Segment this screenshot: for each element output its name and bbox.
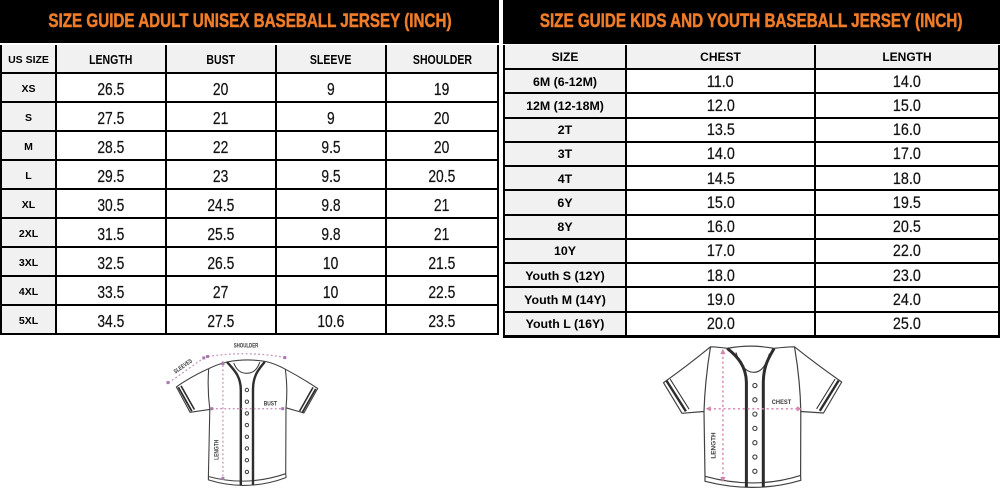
svg-text:LENGTH: LENGTH	[710, 432, 717, 459]
svg-text:LENGTH: LENGTH	[214, 440, 221, 460]
svg-text:BUST: BUST	[264, 401, 278, 408]
svg-text:CHEST: CHEST	[772, 399, 792, 406]
svg-text:SHOULDER: SHOULDER	[234, 343, 259, 350]
